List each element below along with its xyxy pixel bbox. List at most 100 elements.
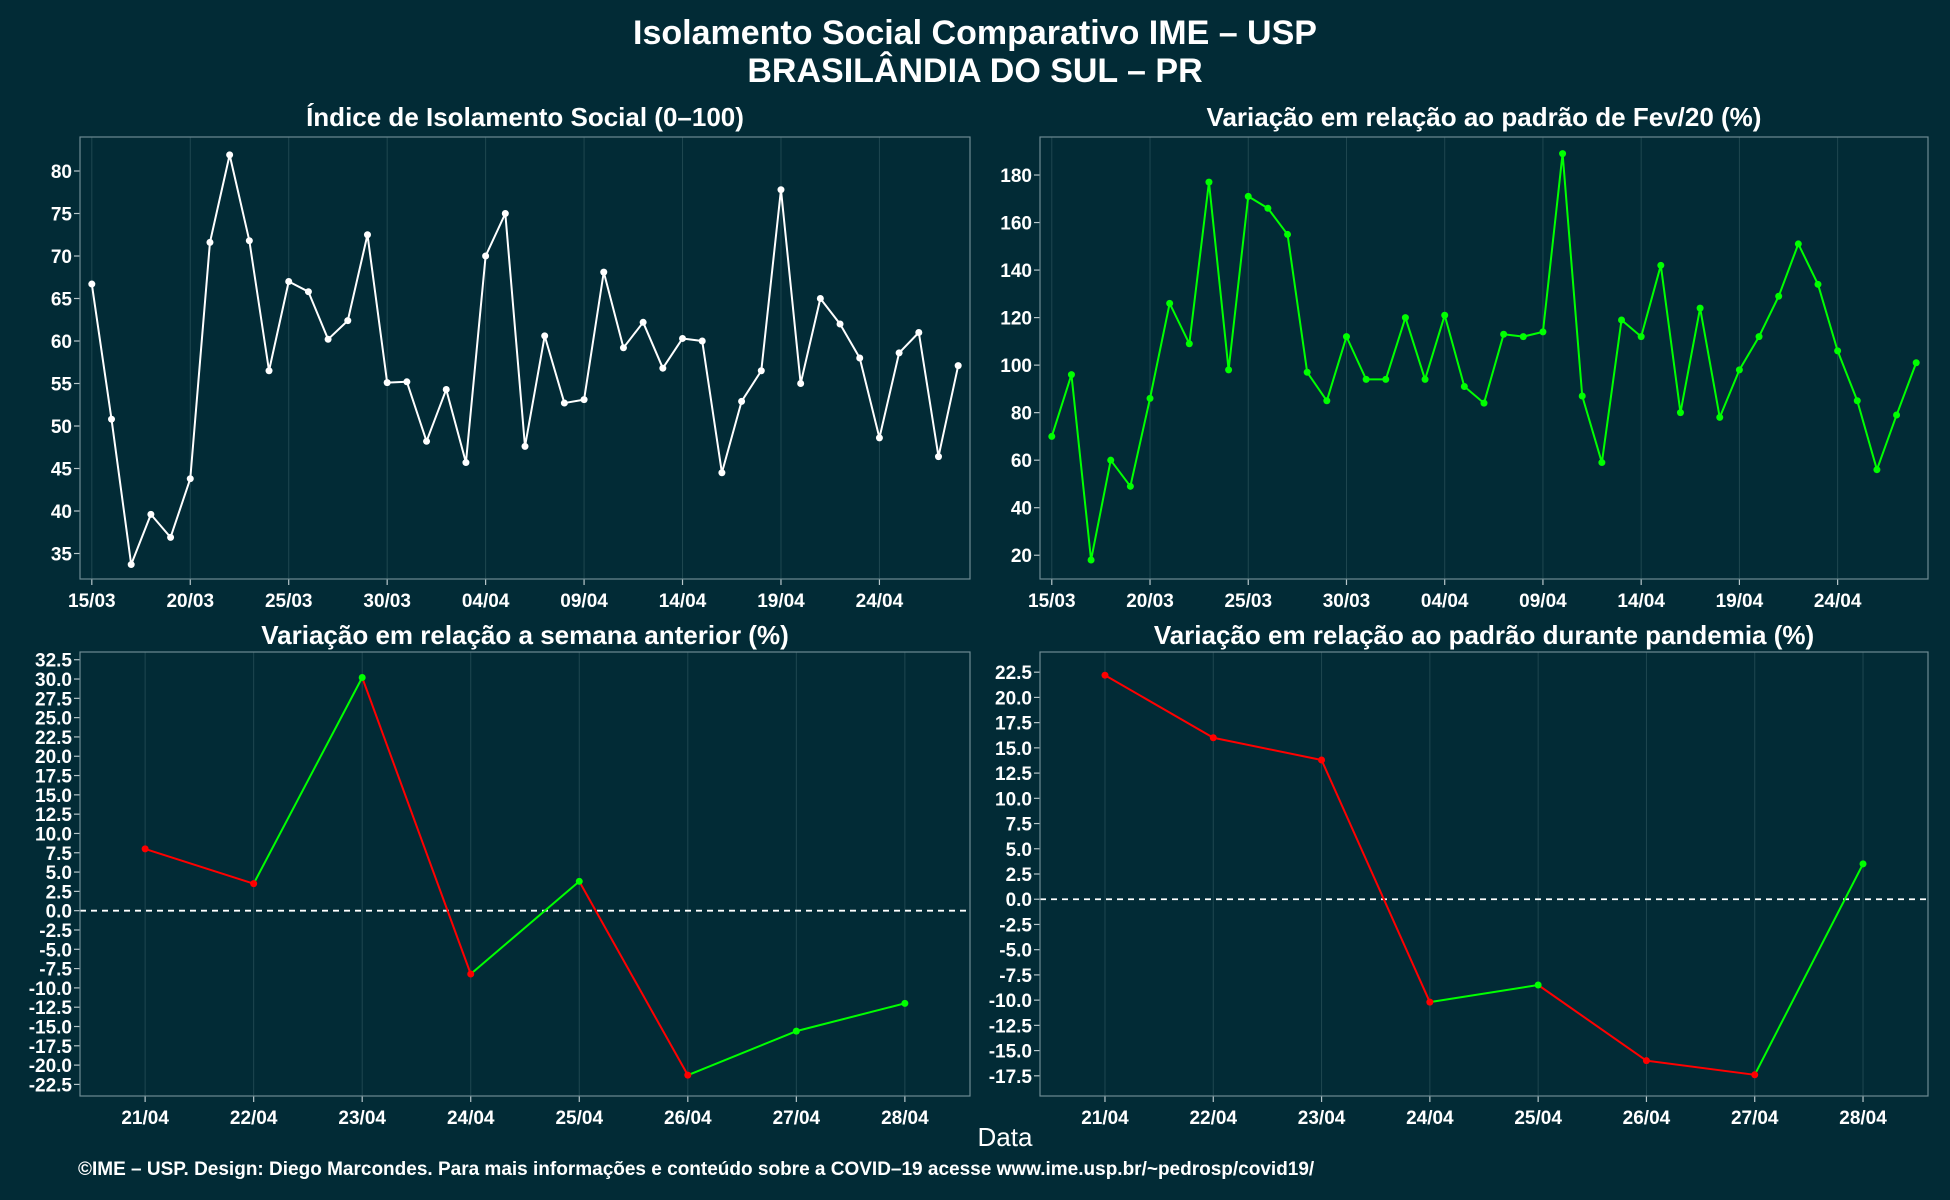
data-point — [1751, 1071, 1759, 1079]
data-point — [954, 362, 962, 370]
data-point — [1657, 261, 1665, 269]
data-point — [1441, 311, 1449, 319]
data-point — [147, 510, 155, 518]
main-subtitle: BRASILÂNDIA DO SUL – PR — [747, 52, 1202, 90]
x-tick-label: 24/04 — [856, 591, 904, 612]
data-point — [1755, 333, 1763, 341]
data-point — [423, 437, 431, 445]
y-tick-label: 5.0 — [1006, 840, 1032, 861]
y-tick-label: 27.5 — [35, 689, 72, 710]
data-point — [245, 237, 253, 245]
y-tick-label: 0.0 — [46, 902, 72, 923]
data-point — [684, 1071, 692, 1079]
data-point — [442, 385, 450, 393]
y-tick-label: 12.5 — [995, 764, 1032, 785]
plot-frame — [79, 136, 971, 580]
y-tick-label: 60 — [1011, 451, 1032, 472]
chart-panel-variation-feb20: Variação em relação ao padrão de Fev/20 … — [1000, 102, 1929, 612]
y-tick-label: 22.5 — [995, 663, 1032, 684]
y-tick-label: 20 — [1011, 546, 1032, 567]
x-tick-label: 04/04 — [1421, 591, 1469, 612]
data-point — [1101, 671, 1109, 679]
data-point — [1303, 368, 1311, 376]
panel-title: Variação em relação a semana anterior (%… — [261, 620, 789, 650]
data-point — [1323, 397, 1331, 405]
data-point — [1519, 333, 1527, 341]
data-point — [1107, 456, 1115, 464]
data-point — [797, 380, 805, 387]
series-segment-up — [252, 677, 364, 885]
series-segment-up — [687, 1030, 797, 1077]
chart-panel-isolation-index: Índice de Isolamento Social (0–100) 35 40 4… — [51, 102, 971, 612]
y-tick-label: 80 — [1011, 404, 1032, 425]
data-point — [1696, 304, 1704, 312]
data-point — [108, 415, 116, 423]
x-tick-label: 09/04 — [560, 591, 608, 612]
panel-title: Variação em relação ao padrão durante pa… — [1154, 620, 1814, 650]
y-tick-label: -7.5 — [39, 960, 72, 981]
data-point — [1048, 432, 1056, 440]
y-tick-label: -15.0 — [29, 1018, 72, 1039]
data-point — [792, 1027, 800, 1035]
x-tick-label: 20/03 — [1126, 591, 1174, 612]
y-tick-label: -17.5 — [29, 1037, 73, 1058]
data-point — [1225, 366, 1233, 374]
data-point — [226, 151, 234, 159]
data-point — [1401, 314, 1409, 322]
series-segment-down — [1104, 674, 1214, 739]
data-point — [1500, 330, 1508, 338]
data-point — [1859, 860, 1867, 868]
data-point — [1244, 192, 1252, 200]
y-tick-label: 32.5 — [35, 651, 72, 672]
data-point — [383, 379, 391, 387]
data-point — [403, 378, 411, 386]
data-point — [1205, 178, 1213, 186]
data-point — [738, 397, 746, 405]
data-point — [501, 210, 509, 217]
y-tick-label: -5.0 — [39, 940, 72, 961]
data-point — [575, 877, 583, 885]
x-tick-label: 25/04 — [555, 1108, 603, 1129]
data-point — [1362, 375, 1370, 383]
chart-panel-variation-pandemic-pattern: Variação em relação ao padrão durante pa… — [989, 620, 1929, 1129]
y-tick-label: 15.0 — [995, 739, 1032, 760]
y-tick-label: -5.0 — [999, 941, 1032, 962]
data-point — [777, 186, 785, 194]
data-point — [1460, 383, 1468, 391]
data-point — [304, 288, 312, 296]
y-tick-label: -2.5 — [999, 915, 1032, 936]
y-tick-label: -12.5 — [29, 998, 73, 1019]
data-point — [1676, 409, 1684, 417]
data-point — [560, 399, 568, 407]
data-point — [363, 231, 371, 239]
data-point — [875, 434, 883, 442]
data-point — [757, 367, 765, 375]
panel-title: Variação em relação ao padrão de Fev/20 … — [1207, 102, 1762, 132]
y-tick-label: -12.5 — [989, 1016, 1033, 1037]
series-segment-up — [1753, 863, 1864, 1076]
y-tick-label: 100 — [1000, 356, 1032, 377]
y-tick-label: 2.5 — [1006, 865, 1033, 886]
data-point — [1598, 459, 1606, 467]
data-point — [580, 396, 588, 404]
series-segment-down — [1213, 736, 1322, 761]
data-point — [541, 332, 549, 340]
series-segment-down — [578, 880, 689, 1076]
data-point — [934, 453, 942, 461]
y-tick-label: 75 — [51, 205, 73, 226]
data-point — [639, 318, 647, 326]
data-point — [324, 335, 332, 343]
y-tick-label: 17.5 — [35, 767, 72, 788]
y-tick-label: 0.0 — [1006, 890, 1032, 911]
x-tick-label: 21/04 — [121, 1108, 169, 1129]
x-tick-label: 19/04 — [757, 591, 805, 612]
data-point — [141, 845, 149, 853]
data-point — [816, 295, 824, 302]
x-tick-label: 23/04 — [338, 1108, 386, 1129]
y-tick-label: 15.0 — [35, 786, 72, 807]
data-point — [1618, 316, 1626, 324]
main-title: Isolamento Social Comparativo IME – USP — [633, 14, 1317, 52]
data-point — [1382, 375, 1390, 383]
x-tick-label: 15/03 — [1028, 591, 1076, 612]
